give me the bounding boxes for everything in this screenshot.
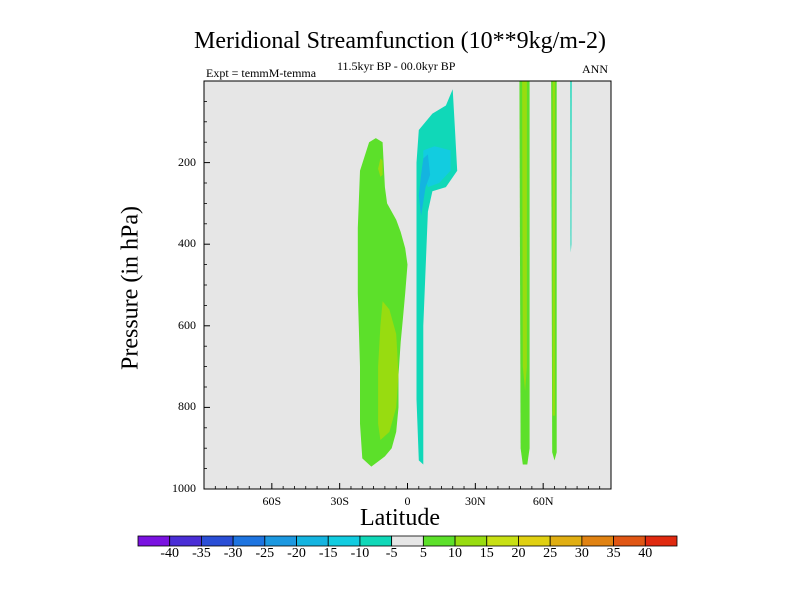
y-axis-label: Pressure (in hPa) [117,206,144,370]
colorbar-label: -25 [255,546,275,561]
region-tropical-negative-mid [423,146,451,188]
region-nh-negative-sliver [570,81,572,253]
y-tick-label: 1000 [172,481,196,495]
chart-title: Meridional Streamfunction (10**9kg/m-2) [194,28,606,54]
x-tick-label: 30N [464,494,486,508]
x-axis-label: Latitude [360,505,440,531]
colorbar-box [454,535,488,547]
colorbar-label: 20 [511,546,526,561]
colorbar-label: 5 [419,546,427,561]
y-tick-label: 200 [178,154,196,169]
colorbar-box [137,535,171,547]
colorbar-label: 30 [574,546,589,561]
colorbar-label: 40 [638,546,653,561]
colorbar-label: 25 [543,546,558,561]
colorbar-box [613,535,646,547]
region-tropical-negative-core [418,154,431,216]
colorbar-label: -15 [318,546,338,561]
colorbar-box [486,535,519,547]
colorbar-label: -35 [192,546,211,561]
colorbar-label: -20 [287,546,306,561]
colorbar [137,535,678,547]
colorbar-box [581,535,614,547]
colorbar-box [232,535,266,547]
colorbar-box [327,535,361,547]
colorbar-box [201,535,234,547]
region-nh-positive-strip-1-core [522,81,527,392]
subtitle-left: Expt = temmM-temma [206,66,317,80]
colorbar-box [169,535,202,547]
colorbar-box [644,535,678,547]
colorbar-label: -10 [350,546,370,561]
colorbar-label: -30 [223,546,243,561]
colorbar-box [391,535,424,547]
colorbar-box [549,535,583,547]
x-tick-label: 0 [404,494,411,508]
x-tick-label: 30S [330,494,349,508]
x-tick-label: 60S [262,494,282,508]
region-sh-positive-spot [378,158,383,177]
y-tick-label: 400 [178,236,196,251]
colorbar-box [422,535,456,547]
subtitle-right: ANN [582,62,608,76]
y-tick-label: 800 [178,399,196,414]
colorbar-box [518,535,551,547]
axis-ticks [204,101,601,490]
colorbar-label: -5 [385,546,398,561]
colorbar-box [359,535,393,547]
colorbar-box [264,535,297,547]
colorbar-box [296,535,329,547]
region-nh-positive-strip-2-core [552,81,555,416]
colorbar-label: 10 [448,546,463,561]
subtitle-center: 11.5kyr BP - 00.0kyr BP [337,59,456,73]
contour-regions [357,81,572,467]
x-tick-label: 60N [532,494,554,508]
colorbar-label: -40 [160,546,180,561]
colorbar-label: 35 [606,546,621,561]
y-tick-label: 600 [178,317,196,332]
plot-background [204,81,611,489]
colorbar-label: 15 [479,546,494,561]
region-sh-positive-core [378,301,399,440]
